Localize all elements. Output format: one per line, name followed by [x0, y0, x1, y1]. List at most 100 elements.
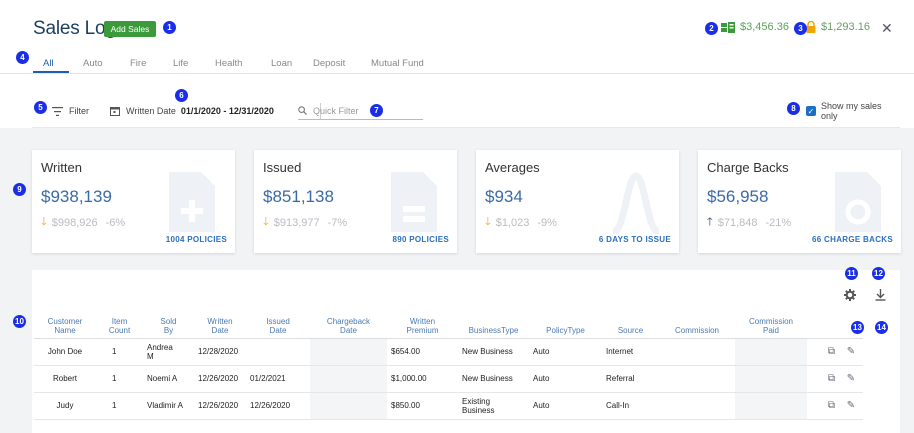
annotation-badge: 10: [13, 315, 26, 328]
cell-action-2: ✎: [839, 338, 863, 366]
tab-health[interactable]: Health: [215, 58, 243, 69]
cell-source: Call-In: [602, 392, 659, 420]
col-commission[interactable]: Commission: [659, 310, 735, 339]
cell-commission-paid: [735, 392, 807, 420]
cell-customer-name: Robert: [34, 365, 96, 393]
arrow-down-icon: 🡓: [263, 216, 269, 228]
cell-issued-date: [246, 338, 310, 366]
cell-written-premium: $1,000.00: [387, 365, 458, 393]
money-icon: [721, 21, 735, 33]
tab-life[interactable]: Life: [173, 58, 189, 69]
col-commission-paid[interactable]: Commission Paid: [735, 310, 807, 339]
tab-auto[interactable]: Auto: [83, 58, 103, 69]
card-comparison: 🡓 $1,023 -9%: [485, 213, 557, 232]
arrow-down-icon: 🡓: [41, 216, 47, 228]
card-charge-backs: Charge Backs $56,958 🡑 $71,848 -21% 66 C…: [698, 150, 901, 253]
table-row[interactable]: John Doe 1 Andrea M 12/28/2020 $654.00 Ne…: [34, 338, 863, 366]
col-source[interactable]: Source: [602, 310, 659, 339]
table-row[interactable]: Judy 1 Vladimir A 12/26/2020 12/26/2020 …: [34, 392, 863, 420]
cell-sold-by: Vladimir A: [143, 392, 194, 420]
col-business-type[interactable]: BusinessType: [458, 310, 529, 339]
sales-table: Customer Name Item Count Sold By Written Dat…: [34, 310, 863, 420]
date-label: Written Date: [126, 106, 176, 116]
card-footer-link[interactable]: 890 POLICIES: [392, 235, 449, 244]
show-my-sales-label: Show my sales only: [820, 101, 882, 121]
checkbox-checked-icon[interactable]: ✓: [806, 106, 816, 116]
col-policy-type[interactable]: PolicyType: [529, 310, 602, 339]
add-sales-button[interactable]: Add Sales: [104, 21, 156, 37]
cell-sold-by: Noemi A: [143, 365, 194, 393]
col-chargeback-date[interactable]: Chargeback Date: [310, 310, 387, 339]
annotation-badge: 13: [851, 321, 864, 334]
active-tab-indicator: [33, 71, 69, 73]
settings-gear-icon[interactable]: [843, 288, 857, 302]
cell-action-2: ✎: [839, 365, 863, 393]
page-title: Sales Log: [33, 18, 116, 39]
tab-fire[interactable]: Fire: [130, 58, 147, 69]
filter-button[interactable]: Filter: [52, 94, 89, 128]
card-footer-link[interactable]: 6 DAYS TO ISSUE: [598, 235, 671, 244]
cell-policy-type: Auto: [529, 338, 602, 366]
col-written-date[interactable]: Written Date: [194, 310, 246, 339]
col-item-count[interactable]: Item Count: [96, 310, 143, 339]
open-external-icon[interactable]: ⧉: [827, 346, 835, 357]
amount-written: $3,456.36: [740, 21, 789, 33]
tab-divider: [0, 73, 914, 74]
show-my-sales-checkbox[interactable]: ✓ Show my sales only: [806, 94, 900, 128]
tab-all[interactable]: All: [43, 58, 54, 69]
cell-chargeback-date: [310, 338, 387, 366]
annotation-badge: 3: [794, 22, 807, 35]
cell-written-date: 12/28/2020: [194, 338, 246, 366]
card-footer-link[interactable]: 66 CHARGE BACKS: [812, 235, 893, 244]
card-issued: Issued $851,138 🡓 $913,977 -7% 890 POLIC…: [254, 150, 457, 253]
cell-commission: [659, 365, 735, 393]
card-prev-value: $913,977: [273, 216, 320, 229]
cell-commission-paid: [735, 338, 807, 366]
annotation-badge: 9: [13, 183, 26, 196]
cell-commission: [659, 338, 735, 366]
quick-filter-placeholder: Quick Filter: [313, 105, 359, 116]
calendar-icon: [110, 107, 120, 116]
tab-mutual-fund[interactable]: Mutual Fund: [371, 58, 424, 69]
col-sold-by[interactable]: Sold By: [143, 310, 194, 339]
cell-written-date: 12/26/2020: [194, 392, 246, 420]
bell-curve-icon: [611, 172, 661, 234]
card-percent: -9%: [537, 216, 557, 229]
cell-item-count: 1: [96, 338, 143, 366]
filter-label: Filter: [69, 106, 89, 116]
annotation-badge: 1: [163, 21, 176, 34]
card-comparison: 🡑 $71,848 -21%: [707, 213, 791, 232]
card-footer-link[interactable]: 1004 POLICIES: [165, 235, 227, 244]
cell-action-1: ⧉: [807, 338, 839, 366]
cell-commission: [659, 392, 735, 420]
date-filter[interactable]: Written Date 01/1/2020 - 12/31/2020: [110, 94, 274, 128]
cell-sold-by: Andrea M: [143, 338, 194, 366]
tab-deposit[interactable]: Deposit: [313, 58, 346, 69]
annotation-badge: 7: [370, 104, 383, 117]
quick-filter-input[interactable]: Quick Filter: [298, 102, 423, 120]
col-action-1: [807, 310, 839, 339]
edit-icon[interactable]: ✎: [846, 373, 856, 384]
col-written-premium[interactable]: Written Premium: [387, 310, 458, 339]
card-title: Charge Backs: [707, 160, 789, 175]
close-icon[interactable]: ✕: [881, 20, 893, 36]
tab-loan[interactable]: Loan: [271, 58, 293, 69]
amount-locked: $1,293.16: [821, 21, 870, 33]
edit-icon[interactable]: ✎: [846, 346, 856, 357]
card-percent: -21%: [765, 216, 792, 229]
filter-icon: [52, 106, 63, 116]
col-issued-date[interactable]: Issued Date: [246, 310, 310, 339]
cell-issued-date: 01/2/2021: [246, 365, 310, 393]
table-row[interactable]: Robert 1 Noemi A 12/26/2020 01/2/2021 $1…: [34, 365, 863, 393]
open-external-icon[interactable]: ⧉: [827, 373, 835, 384]
card-averages: Averages $934 🡓 $1,023 -9% 6 DAYS TO ISS…: [476, 150, 679, 253]
cell-business-type: New Business: [458, 365, 529, 393]
document-add-icon: [169, 172, 215, 232]
download-icon[interactable]: [873, 288, 887, 302]
col-customer-name[interactable]: Customer Name: [34, 310, 96, 339]
card-written: Written $938,139 🡓 $998,926 -6% 1004 POL…: [32, 150, 235, 253]
cell-item-count: 1: [96, 392, 143, 420]
cell-policy-type: Auto: [529, 392, 602, 420]
edit-icon[interactable]: ✎: [846, 400, 856, 411]
open-external-icon[interactable]: ⧉: [827, 400, 835, 411]
